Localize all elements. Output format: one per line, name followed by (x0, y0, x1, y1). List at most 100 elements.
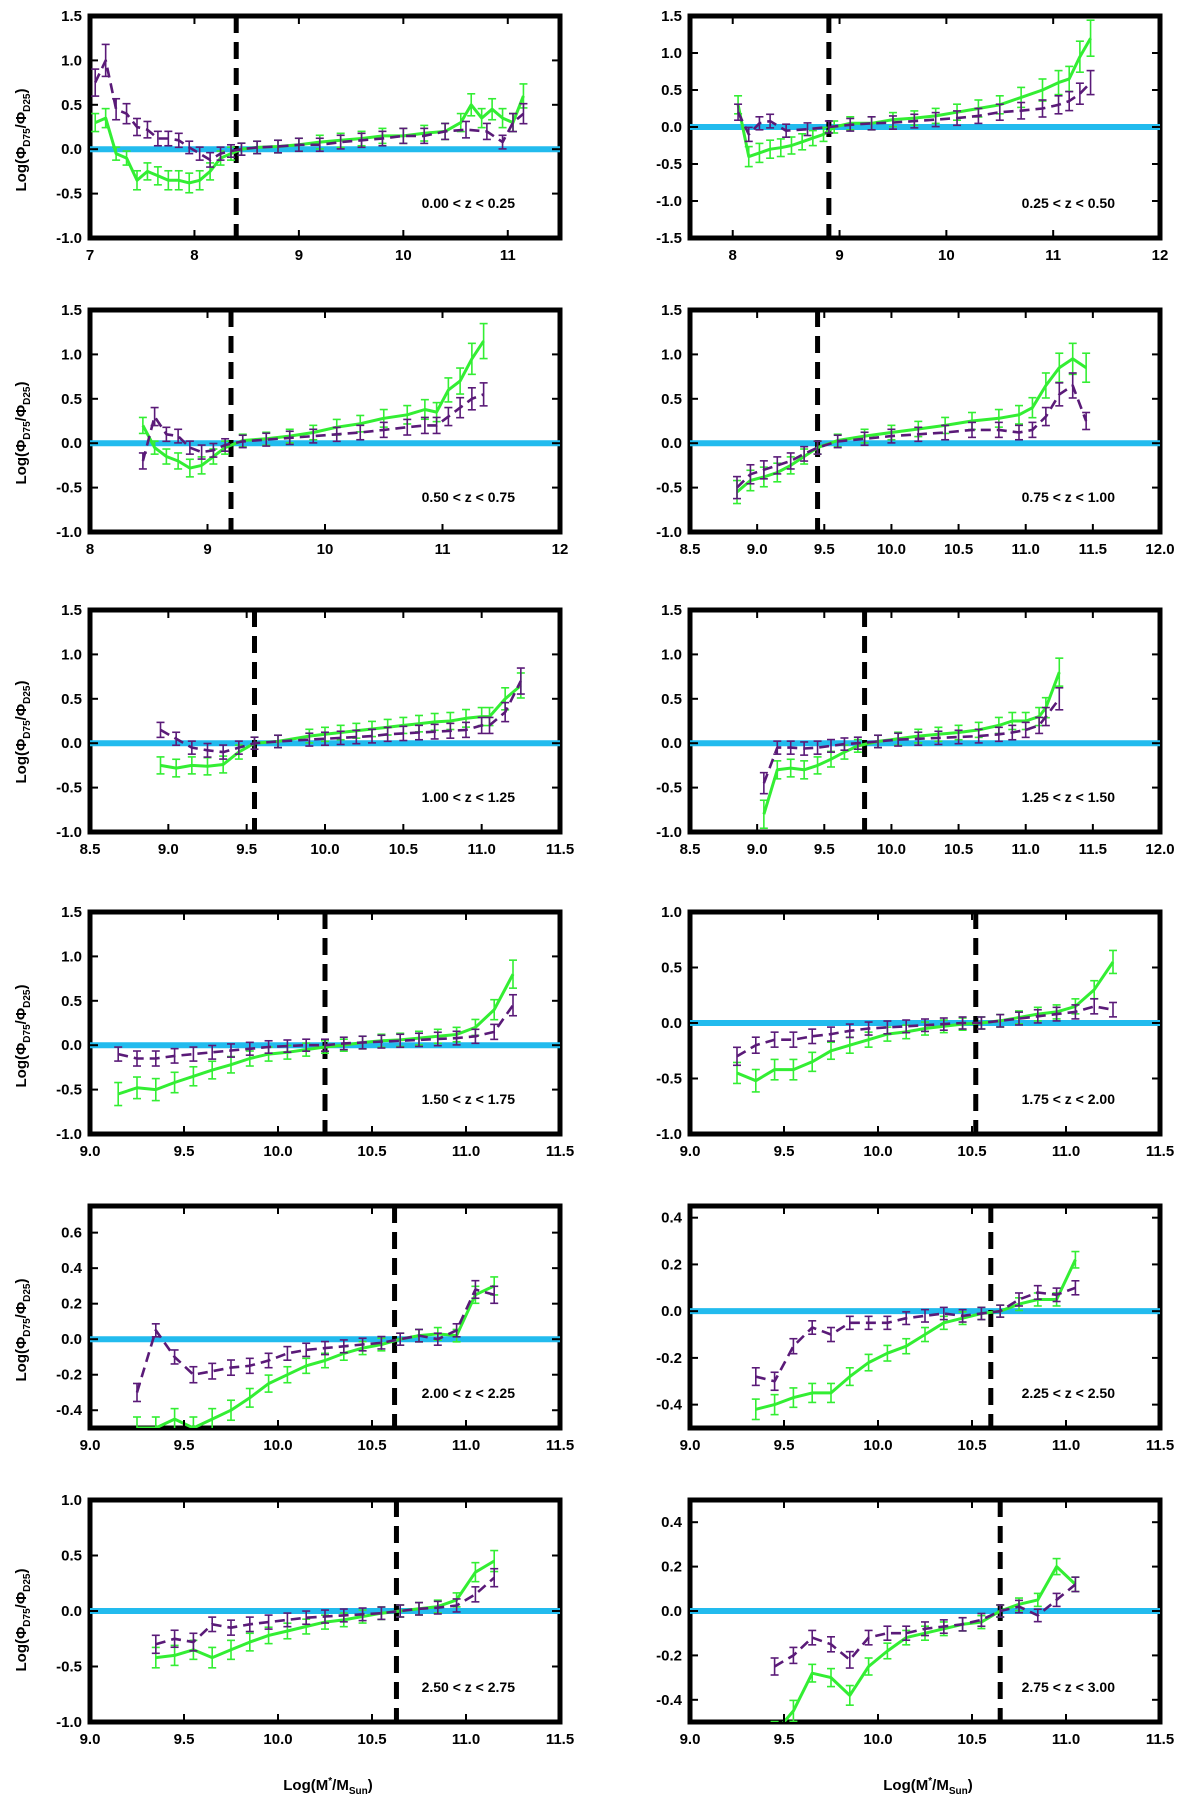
data-point-purple (441, 122, 450, 141)
data-point-green (766, 139, 775, 159)
data-point-purple (490, 1567, 499, 1588)
data-point-purple (845, 1650, 854, 1669)
x-tick-label: 8 (729, 247, 737, 264)
plot-area (90, 610, 560, 832)
data-point-purple (221, 437, 230, 452)
y-tick-label: 1.5 (661, 8, 682, 25)
redshift-label: 0.75 < z < 1.00 (1022, 489, 1116, 505)
data-point-purple (352, 729, 361, 745)
data-point-purple (996, 1604, 1005, 1618)
y-tick-label: 0.5 (661, 691, 682, 708)
data-point-purple (921, 1308, 929, 1323)
plot-frame (687, 307, 1163, 535)
x-tick-label: 9.5 (774, 1437, 795, 1454)
y-tick-label: -1.0 (656, 524, 682, 541)
data-point-purple (789, 1646, 798, 1665)
y-tick-label: 1.0 (661, 346, 682, 363)
data-point-purple (133, 1382, 141, 1403)
data-point-purple (339, 1339, 348, 1354)
plot-area (90, 1500, 560, 1722)
x-tick-label: 10.5 (957, 1437, 986, 1454)
data-point-purple (309, 428, 318, 444)
x-tick-label: 9.5 (774, 1143, 795, 1160)
data-point-purple (1055, 382, 1064, 407)
data-point-purple (994, 726, 1003, 743)
data-point-purple (883, 1625, 892, 1641)
x-tick-label: 9.0 (80, 1731, 101, 1748)
y-tick-label: -0.5 (656, 156, 682, 173)
x-tick-label: 9.5 (814, 541, 835, 558)
data-point-green (808, 1051, 817, 1073)
data-point-purple (1054, 95, 1063, 115)
redshift-label: 1.50 < z < 1.75 (422, 1091, 516, 1107)
data-point-purple (958, 1308, 967, 1323)
y-tick-label: 0.0 (661, 435, 682, 452)
x-tick-label: 11.0 (1012, 841, 1040, 858)
data-point-purple (968, 421, 976, 439)
data-point-green (770, 1058, 779, 1081)
x-tick-label: 10.5 (389, 841, 418, 858)
data-point-purple (174, 132, 183, 149)
data-point-purple (262, 432, 271, 447)
redshift-label: 0.50 < z < 0.75 (422, 489, 516, 505)
x-tick-label: 10.5 (944, 541, 973, 558)
redshift-label: 1.75 < z < 2.00 (1022, 1091, 1116, 1107)
data-point-green (1015, 404, 1023, 425)
y-tick-label: 1.0 (61, 346, 82, 363)
x-tick-label: 11.5 (1079, 841, 1107, 858)
data-point-purple (471, 1028, 480, 1045)
data-point-purple (209, 442, 218, 458)
data-point-green (751, 1068, 760, 1093)
x-tick-label: 11.5 (546, 841, 574, 858)
data-point-green (187, 756, 196, 775)
y-tick-label: 0.5 (61, 1548, 82, 1565)
panel-10: 9.0 9.5 10.0 10.5 11.0 11.5 -0.4 -0.2 0.0 0.2 0.4 2… (656, 1203, 1174, 1454)
y-tick-label: 0.0 (661, 1603, 682, 1620)
data-point-purple (1086, 69, 1095, 96)
data-point-green (444, 377, 453, 403)
x-tick-label: 7 (86, 247, 94, 264)
data-point-purple (845, 1023, 854, 1039)
x-tick-label: 10.0 (863, 1143, 892, 1160)
data-point-purple (321, 731, 329, 747)
data-point-purple (888, 115, 897, 130)
x-tick-label: 10.0 (263, 1437, 292, 1454)
y-tick-label: 1.0 (61, 948, 82, 965)
data-point-purple (808, 1629, 817, 1646)
data-point-purple (153, 130, 162, 147)
data-point-purple (977, 1306, 986, 1321)
y-tick-label: 1.0 (61, 52, 82, 69)
y-tick-label: -1.0 (56, 1126, 82, 1143)
data-point-green (91, 112, 100, 133)
data-point-purple (433, 1600, 442, 1615)
y-tick-label: 1.0 (661, 904, 682, 921)
series-purple (133, 1279, 499, 1403)
series-line-green (736, 37, 1092, 159)
data-point-purple (1033, 1008, 1042, 1024)
data-point-purple (845, 1315, 854, 1331)
data-point-purple (283, 1345, 292, 1362)
data-point-purple (994, 421, 1003, 439)
data-point-purple (471, 1586, 480, 1603)
data-point-purple (958, 1016, 967, 1030)
xlabel-right: Log(M*/MSun) (883, 1776, 972, 1797)
data-point-purple (433, 1031, 442, 1047)
data-point-purple (751, 1366, 760, 1387)
series-line-green (141, 340, 485, 470)
data-point-green (845, 1366, 854, 1387)
data-point-purple (883, 1020, 892, 1035)
data-point-green (1071, 1250, 1080, 1269)
data-point-purple (1071, 1279, 1080, 1296)
data-point-green (227, 1639, 235, 1661)
data-point-purple (770, 1031, 779, 1048)
x-tick-label: 10.5 (357, 1731, 386, 1748)
series-line-purple (736, 384, 1088, 489)
data-point-purple (755, 116, 764, 131)
data-point-green (789, 1699, 798, 1722)
data-point-purple (846, 117, 855, 132)
data-point-purple (1017, 101, 1026, 120)
data-point-purple (143, 120, 152, 139)
x-tick-label: 10.0 (263, 1731, 292, 1748)
data-point-green (776, 138, 785, 158)
